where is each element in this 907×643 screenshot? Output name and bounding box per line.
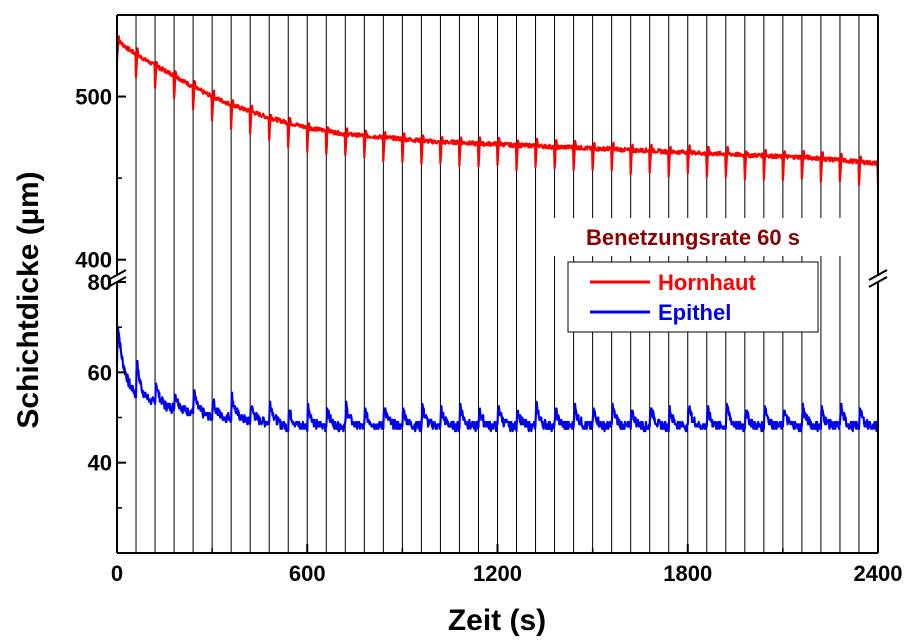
- legend-layer: Benetzungsrate 60 s Hornhaut Epithel: [546, 218, 846, 333]
- legend-label-hornhaut: Hornhaut: [658, 270, 756, 295]
- legend-box: [567, 261, 819, 333]
- axes-layer: 0 600 1200 1800 2400 400 500 40 60 80: [75, 14, 903, 586]
- series-layer: [115, 35, 880, 433]
- annotation-background: [546, 218, 846, 256]
- x-tick-label: 1800: [663, 561, 712, 586]
- legend-label-epithel: Epithel: [658, 300, 731, 325]
- x-tick-label: 0: [111, 561, 123, 586]
- y-tick-label: 400: [75, 248, 112, 273]
- y-tick-label: 80: [88, 270, 112, 295]
- annotation-text: Benetzungsrate 60 s: [586, 225, 800, 250]
- x-axis-title: Zeit (s): [448, 604, 546, 637]
- y-tick-label: 500: [75, 85, 112, 110]
- y-tick-label: 60: [88, 360, 112, 385]
- series-line-hornhaut: [115, 35, 880, 187]
- y-tick-label: 40: [88, 451, 112, 476]
- axis-break-mark: [107, 269, 127, 281]
- series-line-epithel: [115, 326, 880, 433]
- x-tick-label: 1200: [473, 561, 522, 586]
- axis-break-mark: [868, 269, 888, 281]
- y-axis-title: Schichtdicke (µm): [12, 171, 45, 428]
- x-tick-label: 600: [289, 561, 326, 586]
- x-tick-label: 2400: [854, 561, 903, 586]
- axis-break-mark: [868, 276, 888, 288]
